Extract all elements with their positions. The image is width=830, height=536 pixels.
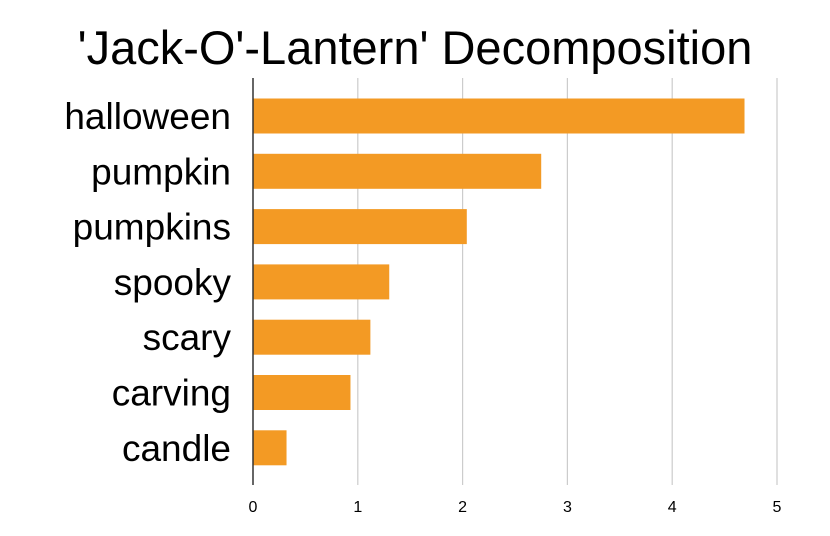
bar-scary [253, 319, 371, 355]
tick-labels: 0 1 2 3 4 5 [249, 499, 782, 516]
bars [253, 98, 745, 466]
x-tick-label-3: 3 [563, 499, 572, 516]
x-tick-label-1: 1 [353, 499, 362, 516]
chart-title: 'Jack-O'-Lantern' Decomposition [77, 21, 753, 74]
category-label-carving: carving [112, 373, 231, 414]
category-labels: halloween pumpkin pumpkins spooky scary carvi… [64, 96, 231, 469]
bar-spooky [253, 264, 390, 300]
bar-candle [253, 430, 287, 466]
bar-pumpkin [253, 153, 542, 189]
x-tick-label-5: 5 [773, 499, 782, 516]
bar-halloween [253, 98, 745, 134]
category-label-spooky: spooky [114, 262, 232, 303]
category-label-candle: candle [122, 428, 231, 469]
category-label-pumpkins: pumpkins [73, 207, 231, 248]
category-label-pumpkin: pumpkin [91, 151, 231, 192]
x-tick-label-2: 2 [458, 499, 467, 516]
category-label-halloween: halloween [64, 96, 231, 137]
x-tick-label-4: 4 [668, 499, 677, 516]
bar-pumpkins [253, 209, 467, 245]
gridlines [357, 78, 778, 485]
x-tick-label-0: 0 [249, 499, 258, 516]
category-label-scary: scary [143, 317, 232, 358]
bar-carving [253, 375, 351, 410]
